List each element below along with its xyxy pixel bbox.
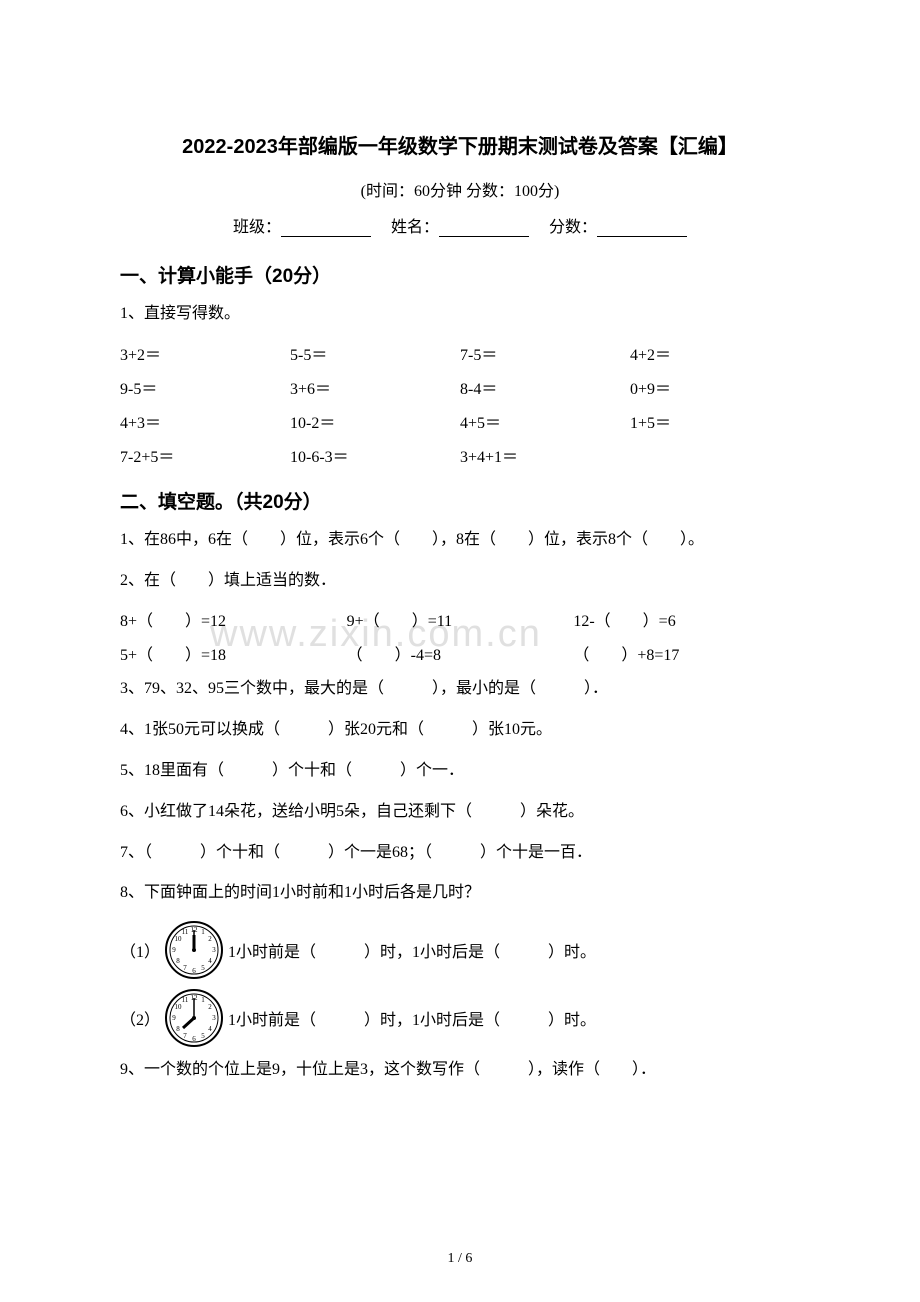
fill-cell: （ ）-4=8 (347, 641, 574, 665)
calc-cell: 4+2＝ (630, 341, 800, 365)
svg-text:10: 10 (175, 935, 183, 943)
svg-text:2: 2 (208, 935, 212, 943)
calc-row: 9-5＝ 3+6＝ 8-4＝ 0+9＝ (120, 375, 800, 399)
name-label: 姓名： (391, 219, 439, 236)
q8-2-prefix: （2） (120, 1006, 160, 1030)
calc-cell: 1+5＝ (630, 409, 800, 433)
clock-row-2: （2） 12 1 2 3 4 5 6 7 8 9 10 11 1小时前是（ ）时… (120, 988, 800, 1048)
section1-q1-label: 1、直接写得数。 (120, 300, 800, 329)
svg-text:11: 11 (182, 928, 189, 936)
calc-cell: 5-5＝ (290, 341, 460, 365)
calc-cell: 7-2+5＝ (120, 443, 290, 467)
svg-text:8: 8 (176, 1025, 180, 1033)
calc-cell: 10-2＝ (290, 409, 460, 433)
calc-cell: 3+6＝ (290, 375, 460, 399)
calc-row: 7-2+5＝ 10-6-3＝ 3+4+1＝ (120, 443, 800, 467)
svg-text:2: 2 (208, 1003, 212, 1011)
info-line: 班级： 姓名： 分数： (120, 213, 800, 237)
score-blank (597, 219, 687, 237)
page-title: 2022-2023年部编版一年级数学下册期末测试卷及答案【汇编】 (120, 130, 800, 159)
svg-text:6: 6 (192, 967, 196, 975)
clock-row-1: （1） 12 1 2 3 4 5 6 7 8 9 10 11 1小时前是（ ）时… (120, 920, 800, 980)
section2-q4: 4、1张50元可以换成（ ）张20元和（ ）张10元。 (120, 716, 800, 745)
section2-header: 二、填空题。（共20分） (120, 487, 800, 514)
calc-cell: 4+5＝ (460, 409, 630, 433)
calc-row: 3+2＝ 5-5＝ 7-5＝ 4+2＝ (120, 341, 800, 365)
clock-12-icon: 12 1 2 3 4 5 6 7 8 9 10 11 (164, 920, 224, 980)
svg-text:10: 10 (175, 1003, 183, 1011)
section2-q6: 6、小红做了14朵花，送给小明5朵，自己还剩下（ ）朵花。 (120, 798, 800, 827)
section1-header: 一、计算小能手（20分） (120, 261, 800, 288)
name-blank (439, 219, 529, 237)
svg-text:7: 7 (183, 1032, 187, 1040)
clock-8-icon: 12 1 2 3 4 5 6 7 8 9 10 11 (164, 988, 224, 1048)
svg-text:3: 3 (212, 1014, 216, 1022)
q8-1-prefix: （1） (120, 938, 160, 962)
svg-text:4: 4 (208, 1025, 212, 1033)
svg-text:5: 5 (201, 964, 205, 972)
svg-text:5: 5 (201, 1032, 205, 1040)
score-label: 分数： (549, 219, 597, 236)
svg-text:3: 3 (212, 946, 216, 954)
svg-text:4: 4 (208, 957, 212, 965)
fill-cell: 12-（ ）=6 (573, 607, 800, 631)
page-number: 1 / 6 (0, 1251, 920, 1267)
calc-cell: 3+4+1＝ (460, 443, 630, 467)
calc-row: 4+3＝ 10-2＝ 4+5＝ 1+5＝ (120, 409, 800, 433)
svg-text:1: 1 (201, 928, 205, 936)
section2-q8-label: 8、下面钟面上的时间1小时前和1小时后各是几时？ (120, 879, 800, 908)
fill-cell: （ ）+8=17 (573, 641, 800, 665)
calc-cell: 7-5＝ (460, 341, 630, 365)
q8-2-text: 1小时前是（ ）时，1小时后是（ ）时。 (228, 1006, 596, 1030)
fill-cell: 9+（ ）=11 (347, 607, 574, 631)
svg-text:9: 9 (172, 1014, 176, 1022)
calc-cell (630, 443, 800, 467)
svg-text:1: 1 (201, 996, 205, 1004)
q8-1-text: 1小时前是（ ）时，1小时后是（ ）时。 (228, 938, 596, 962)
section2-q1: 1、在86中，6在（ ）位，表示6个（ ），8在（ ）位，表示8个（ ）。 (120, 526, 800, 555)
calc-cell: 8-4＝ (460, 375, 630, 399)
svg-text:9: 9 (172, 946, 176, 954)
section2-q2-label: 2、在（ ）填上适当的数． (120, 567, 800, 596)
fill-cell: 8+（ ）=12 (120, 607, 347, 631)
calc-cell: 0+9＝ (630, 375, 800, 399)
class-blank (281, 219, 371, 237)
svg-text:6: 6 (192, 1035, 196, 1043)
fill-row: 5+（ ）=18 （ ）-4=8 （ ）+8=17 (120, 641, 800, 665)
subtitle: (时间：60分钟 分数：100分) (120, 177, 800, 201)
svg-text:11: 11 (182, 996, 189, 1004)
section2-q9: 9、一个数的个位上是9，十位上是3，这个数写作（ ），读作（ ）． (120, 1056, 800, 1085)
calc-cell: 3+2＝ (120, 341, 290, 365)
calc-cell: 10-6-3＝ (290, 443, 460, 467)
calc-cell: 4+3＝ (120, 409, 290, 433)
fill-cell: 5+（ ）=18 (120, 641, 347, 665)
section2-q5: 5、18里面有（ ）个十和（ ）个一． (120, 757, 800, 786)
calc-cell: 9-5＝ (120, 375, 290, 399)
fill-row: 8+（ ）=12 9+（ ）=11 12-（ ）=6 (120, 607, 800, 631)
class-label: 班级： (233, 219, 281, 236)
svg-text:8: 8 (176, 957, 180, 965)
svg-text:7: 7 (183, 964, 187, 972)
section2-q7: 7、（ ）个十和（ ）个一是68；（ ）个十是一百． (120, 839, 800, 868)
section2-q3: 3、79、32、95三个数中，最大的是（ ），最小的是（ ）． (120, 675, 800, 704)
